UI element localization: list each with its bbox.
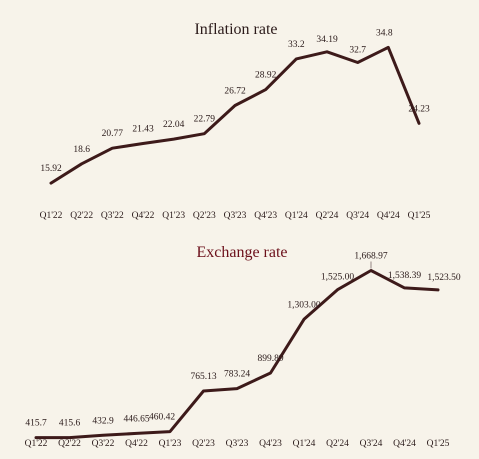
exchange-rate-chart: Exchange rate 415.7 415.6 432.9 446.65 460.4… bbox=[25, 244, 461, 449]
x-tick-label: Q1'25 bbox=[427, 439, 450, 449]
data-label: 415.7 bbox=[25, 419, 47, 429]
x-tick-label: Q3'22 bbox=[101, 211, 124, 221]
x-tick-label: Q1'25 bbox=[408, 211, 431, 221]
x-tick-label: Q3'23 bbox=[226, 439, 249, 449]
x-tick-label: Q2'22 bbox=[70, 211, 93, 221]
x-tick-label: Q3'24 bbox=[360, 439, 383, 449]
data-label: 899.89 bbox=[257, 354, 283, 364]
x-tick-label: Q4'22 bbox=[125, 439, 148, 449]
data-label: 765.13 bbox=[190, 372, 216, 382]
data-label: 26.72 bbox=[224, 87, 246, 97]
exchange-series-line bbox=[34, 269, 440, 440]
data-label: 34.19 bbox=[316, 35, 338, 45]
x-tick-label: Q3'24 bbox=[346, 211, 369, 221]
data-label: 1,523.50 bbox=[427, 273, 461, 283]
x-tick-label: Q1'24 bbox=[293, 439, 316, 449]
x-tick-label: Q1'24 bbox=[285, 211, 308, 221]
data-label: 32.7 bbox=[349, 46, 366, 56]
data-label: 21.43 bbox=[132, 125, 154, 135]
exchange-data-labels: 415.7 415.6 432.9 446.65 460.42 765.13 783.24 8… bbox=[25, 252, 461, 429]
inflation-data-labels: 15.92 18.6 20.77 21.43 22.04 22.79 26.72 28.92 3… bbox=[40, 28, 430, 174]
x-tick-label: Q4'22 bbox=[132, 211, 155, 221]
data-label: 432.9 bbox=[92, 416, 114, 426]
data-label: 22.04 bbox=[163, 120, 185, 130]
exchange-x-axis-ticks: Q1'22 Q2'22 Q3'22 Q4'22 Q1'23 Q2'23 Q3'23 Q4'23… bbox=[25, 439, 450, 449]
x-tick-label: Q1'22 bbox=[25, 439, 48, 449]
x-tick-label: Q2'22 bbox=[58, 439, 81, 449]
x-tick-label: Q2'24 bbox=[326, 439, 349, 449]
x-tick-label: Q3'23 bbox=[224, 211, 247, 221]
x-tick-label: Q4'24 bbox=[377, 211, 400, 221]
x-tick-label: Q2'24 bbox=[316, 211, 339, 221]
data-label: 446.65 bbox=[123, 414, 149, 424]
data-label: 1,668.97 bbox=[354, 252, 388, 262]
x-tick-label: Q2'23 bbox=[192, 439, 215, 449]
inflation-rate-chart: Inflation rate 15.92 18.6 20.77 21.43 22.04 2… bbox=[40, 21, 431, 221]
data-label: 783.24 bbox=[224, 370, 250, 380]
x-tick-label: Q4'23 bbox=[259, 439, 282, 449]
data-label: 28.92 bbox=[255, 71, 277, 81]
data-label: 24.23 bbox=[408, 104, 430, 114]
x-tick-label: Q2'23 bbox=[193, 211, 216, 221]
x-tick-label: Q4'24 bbox=[393, 439, 416, 449]
data-label: 20.77 bbox=[102, 129, 124, 139]
x-tick-label: Q1'23 bbox=[162, 211, 185, 221]
data-label: 33.2 bbox=[288, 40, 305, 50]
data-label: 18.6 bbox=[73, 145, 90, 155]
data-label: 1,303.00 bbox=[287, 300, 321, 310]
x-tick-label: Q1'23 bbox=[159, 439, 182, 449]
data-label: 22.79 bbox=[194, 115, 216, 125]
data-label: 34.8 bbox=[376, 28, 393, 38]
x-tick-label: Q4'23 bbox=[254, 211, 277, 221]
exchange-chart-title: Exchange rate bbox=[196, 244, 287, 261]
x-tick-label: Q3'22 bbox=[92, 439, 115, 449]
data-label: 1,538.39 bbox=[388, 271, 422, 281]
inflation-series-line bbox=[49, 45, 421, 185]
data-label: 15.92 bbox=[40, 164, 62, 174]
data-label: 460.42 bbox=[149, 413, 175, 423]
data-label: 415.6 bbox=[59, 419, 81, 429]
data-label: 1,525.00 bbox=[321, 273, 355, 283]
x-tick-label: Q1'22 bbox=[40, 211, 63, 221]
inflation-chart-title: Inflation rate bbox=[194, 21, 277, 38]
inflation-x-axis-ticks: Q1'22 Q2'22 Q3'22 Q4'22 Q1'23 Q2'23 Q3'23 Q4'23… bbox=[40, 211, 431, 221]
